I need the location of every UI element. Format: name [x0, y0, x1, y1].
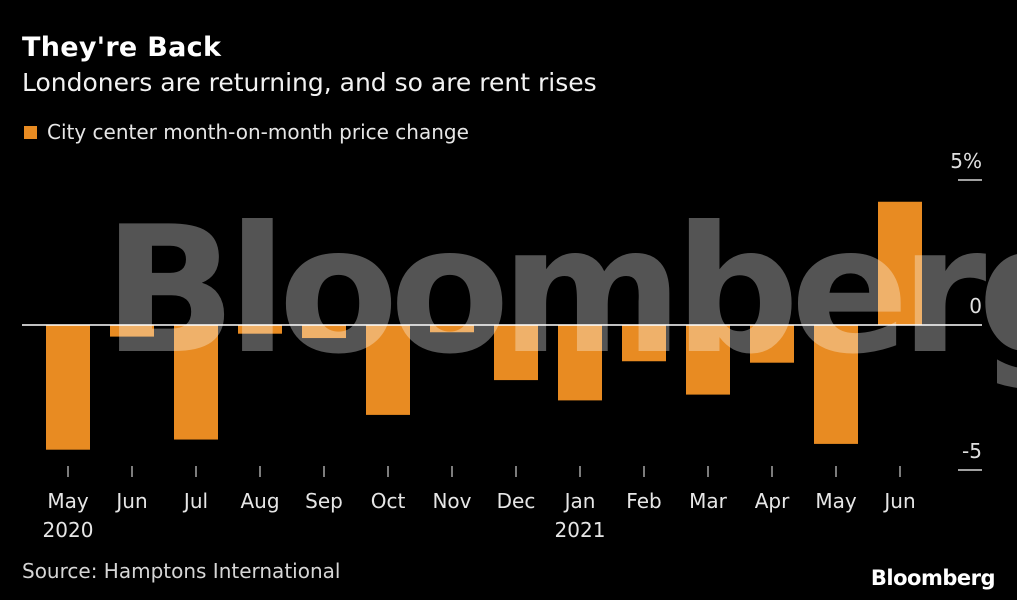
legend-swatch [24, 125, 37, 139]
x-tick-label: Jan [563, 489, 596, 513]
source-note: Source: Hamptons International [22, 559, 341, 583]
bloomberg-logo: Bloomberg [870, 566, 996, 590]
bar [46, 325, 90, 450]
legend: City center month-on-month price change [24, 120, 469, 144]
bar [750, 325, 794, 363]
bar [558, 325, 602, 401]
bar [878, 201, 922, 325]
legend-label: City center month-on-month price change [47, 120, 469, 144]
x-tick-label: May [815, 489, 857, 513]
chart-subtitle: Londoners are returning, and so are rent… [22, 68, 597, 97]
y-tick-label: 5% [950, 149, 982, 173]
x-year-label: 2021 [555, 518, 606, 542]
chart-title: They're Back [22, 32, 222, 63]
bar [814, 325, 858, 444]
x-tick-label: May [47, 489, 89, 513]
x-tick-label: Mar [689, 489, 728, 513]
bar [686, 325, 730, 395]
x-tick-label: Aug [240, 489, 279, 513]
bar [302, 325, 346, 339]
bar [110, 325, 154, 337]
bar [494, 325, 538, 381]
bar [430, 325, 474, 333]
bar [622, 325, 666, 362]
x-year-label: 2020 [43, 518, 94, 542]
x-tick-label: Oct [371, 489, 406, 513]
x-tick-label: Jul [182, 489, 208, 513]
y-tick-label: 0 [969, 294, 982, 318]
x-tick-label: Dec [497, 489, 536, 513]
x-tick-label: Nov [432, 489, 471, 513]
y-tick-label: -5 [962, 439, 982, 463]
x-tick-label: Jun [114, 489, 147, 513]
bar [238, 325, 282, 334]
bar [174, 325, 218, 440]
x-tick-label: Sep [305, 489, 343, 513]
x-tick-label: Feb [626, 489, 661, 513]
x-tick-label: Apr [755, 489, 790, 513]
bar [366, 325, 410, 415]
x-tick-label: Jun [882, 489, 915, 513]
